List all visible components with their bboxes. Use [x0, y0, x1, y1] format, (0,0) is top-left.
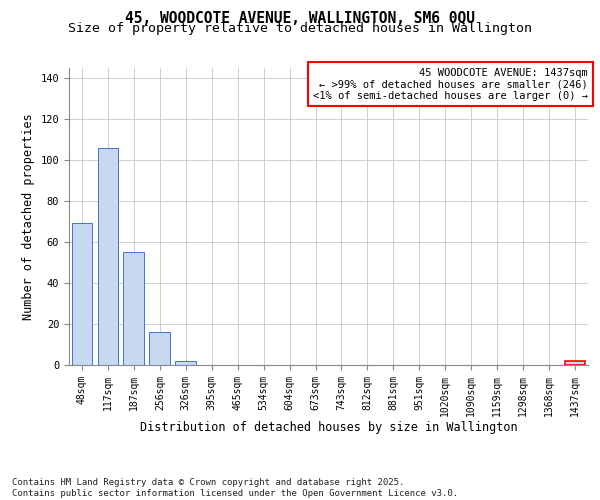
Bar: [565, 361, 586, 365]
Text: Size of property relative to detached houses in Wallington: Size of property relative to detached ho…: [68, 22, 532, 35]
Bar: [71, 224, 92, 365]
Text: 45 WOODCOTE AVENUE: 1437sqm
← >99% of detached houses are smaller (246)
<1% of s: 45 WOODCOTE AVENUE: 1437sqm ← >99% of de…: [313, 68, 588, 100]
Text: 45, WOODCOTE AVENUE, WALLINGTON, SM6 0QU: 45, WOODCOTE AVENUE, WALLINGTON, SM6 0QU: [125, 11, 475, 26]
Bar: [124, 252, 144, 365]
Y-axis label: Number of detached properties: Number of detached properties: [22, 113, 35, 320]
Text: Contains HM Land Registry data © Crown copyright and database right 2025.
Contai: Contains HM Land Registry data © Crown c…: [12, 478, 458, 498]
Bar: [175, 361, 196, 365]
Bar: [149, 332, 170, 365]
X-axis label: Distribution of detached houses by size in Wallington: Distribution of detached houses by size …: [140, 422, 517, 434]
Bar: [98, 148, 118, 365]
